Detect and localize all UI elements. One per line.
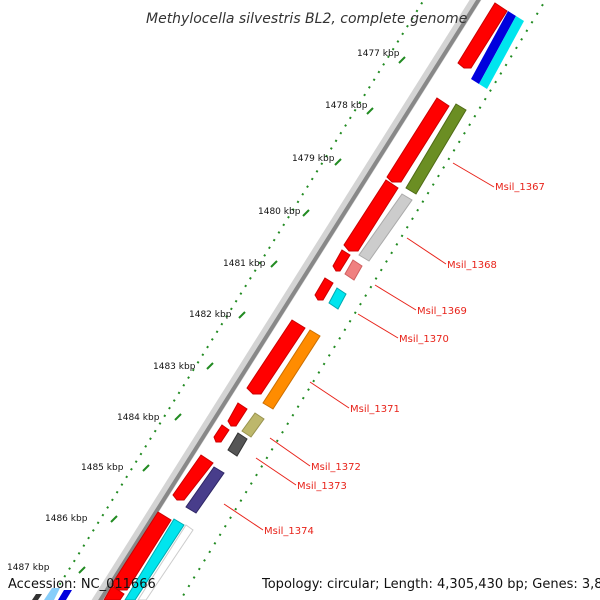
cds-arrow[interactable]	[457, 2, 508, 69]
gene-labels: Msil_1367 Msil_1368 Msil_1369 Msil_1370 …	[264, 182, 545, 537]
tick-mark	[78, 566, 86, 574]
feature-bar-slate[interactable]	[185, 466, 225, 514]
feature-bar-khaki[interactable]	[241, 412, 265, 438]
tick-label-1481: 1481 kbp	[223, 259, 266, 269]
feature-bar-blue[interactable]	[471, 11, 516, 84]
leader-line	[269, 437, 311, 467]
genome-backbone-shadow	[91, 0, 482, 600]
tick-mark	[398, 56, 406, 64]
feature-bar-cyan[interactable]	[479, 16, 524, 89]
tick-mark	[302, 209, 310, 217]
gene-label-msil-1370[interactable]: Msil_1370	[399, 334, 449, 345]
feature-bar-orange[interactable]	[262, 329, 321, 410]
feature-bar-lightgrey[interactable]	[358, 193, 413, 262]
tick-label-1487: 1487 kbp	[7, 563, 50, 573]
cds-arrow[interactable]	[246, 319, 306, 395]
leader-line	[374, 284, 417, 311]
tick-mark	[366, 107, 374, 115]
gene-label-msil-1374[interactable]: Msil_1374	[264, 526, 314, 537]
tick-mark	[270, 260, 278, 268]
feature-bar-olive[interactable]	[405, 103, 467, 195]
feature-bar-white[interactable]	[137, 524, 194, 600]
accession-label: Accession: NC_011666	[8, 577, 156, 592]
cds-arrow[interactable]	[172, 454, 214, 501]
tick-mark	[238, 311, 246, 319]
tick-mark	[334, 158, 342, 166]
tick-mark	[110, 515, 118, 523]
cds-arrow[interactable]	[386, 97, 450, 183]
gene-label-msil-1371[interactable]: Msil_1371	[350, 404, 400, 415]
leader-line	[309, 381, 350, 409]
tick-label-1485: 1485 kbp	[81, 463, 124, 473]
leader-line	[452, 162, 495, 188]
feature-track	[124, 11, 524, 600]
feature-bar-blue-lower[interactable]	[58, 590, 72, 600]
feature-bar-darkgrey[interactable]	[227, 432, 248, 457]
bottom-left-features	[32, 588, 72, 600]
leader-line	[406, 237, 447, 265]
tick-label-1482: 1482 kbp	[189, 310, 232, 320]
feature-bar-lightblue[interactable]	[44, 588, 60, 600]
gene-label-msil-1369[interactable]: Msil_1369	[417, 306, 467, 317]
tick-label-1484: 1484 kbp	[117, 413, 160, 423]
tick-label-1479: 1479 kbp	[292, 154, 335, 164]
feature-bar-cyan-small[interactable]	[328, 287, 347, 310]
inner-scale-track	[49, 0, 425, 600]
gene-label-msil-1373[interactable]: Msil_1373	[297, 481, 347, 492]
tick-mark	[174, 413, 182, 421]
feature-bar-darkgrey-lower[interactable]	[32, 594, 42, 600]
cds-arrow[interactable]	[227, 402, 248, 427]
leader-line	[357, 313, 399, 339]
cds-arrow[interactable]	[332, 249, 351, 272]
gene-label-msil-1367[interactable]: Msil_1367	[495, 182, 545, 193]
gene-leaders	[223, 162, 495, 531]
cds-arrow[interactable]	[213, 424, 230, 443]
tick-label-1480: 1480 kbp	[258, 207, 301, 217]
topology-label: Topology: circular; Length: 4,305,430 bp…	[261, 577, 600, 592]
tick-mark	[142, 464, 150, 472]
cds-arrow[interactable]	[343, 179, 399, 252]
leader-line	[223, 503, 264, 531]
tick-labels: 1477 kbp 1478 kbp 1479 kbp 1480 kbp 1481…	[7, 49, 400, 573]
cds-arrow[interactable]	[103, 585, 125, 600]
genome-backbone	[98, 0, 481, 600]
tick-label-1483: 1483 kbp	[153, 362, 196, 372]
feature-bar-cyan-lower[interactable]	[124, 518, 185, 600]
gene-label-msil-1368[interactable]: Msil_1368	[447, 260, 497, 271]
cds-arrow[interactable]	[111, 511, 172, 591]
leader-line	[255, 457, 297, 486]
map-title: Methylocella silvestris BL2, complete ge…	[146, 11, 467, 27]
tick-label-1477: 1477 kbp	[357, 49, 400, 59]
gene-label-msil-1372[interactable]: Msil_1372	[311, 462, 361, 473]
cds-track	[103, 2, 508, 600]
tick-label-1478: 1478 kbp	[325, 101, 368, 111]
tick-mark	[206, 362, 214, 370]
feature-bar-salmon[interactable]	[344, 259, 363, 281]
cds-arrow[interactable]	[314, 277, 334, 301]
tick-label-1486: 1486 kbp	[45, 514, 88, 524]
tick-marks	[78, 56, 406, 574]
